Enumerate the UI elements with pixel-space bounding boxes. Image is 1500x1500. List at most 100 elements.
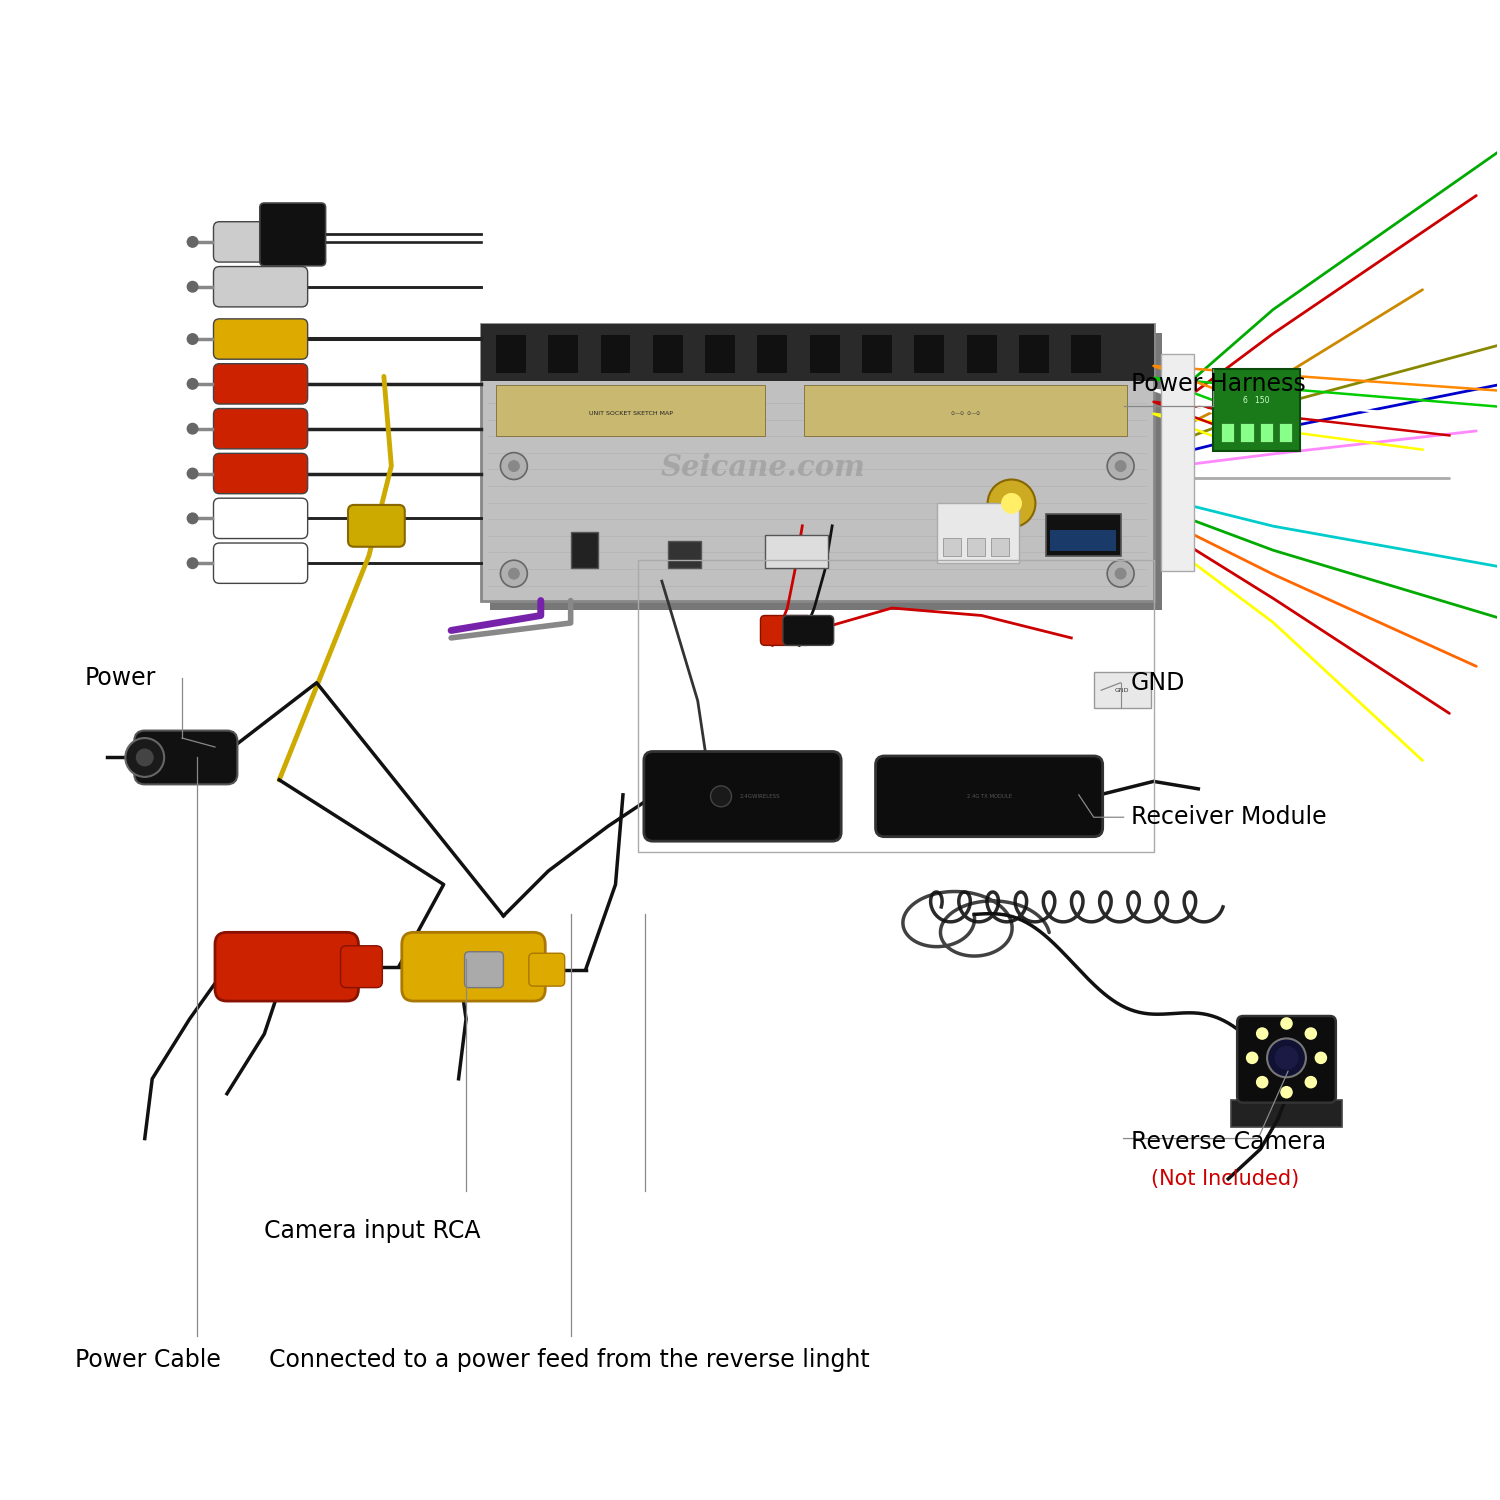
Text: GND: GND	[1114, 687, 1130, 693]
FancyBboxPatch shape	[213, 363, 308, 404]
Bar	[1046, 514, 1120, 555]
Text: Connected to a power feed from the reverse linght: Connected to a power feed from the rever…	[268, 1347, 870, 1371]
Bar	[1094, 672, 1150, 708]
Bar	[1232, 1100, 1342, 1126]
Bar	[1050, 531, 1116, 550]
Circle shape	[186, 556, 198, 568]
FancyBboxPatch shape	[340, 946, 382, 987]
Bar	[1260, 423, 1274, 442]
Bar	[600, 334, 630, 374]
Bar	[990, 538, 1008, 555]
Text: Power Harness: Power Harness	[1131, 372, 1306, 396]
Circle shape	[1280, 1086, 1293, 1098]
Text: Reverse Camera: Reverse Camera	[1131, 1130, 1326, 1154]
Circle shape	[1314, 1052, 1328, 1064]
Bar	[1240, 423, 1254, 442]
Text: 6   150: 6 150	[1244, 396, 1270, 405]
Circle shape	[711, 786, 732, 807]
FancyBboxPatch shape	[490, 333, 1162, 609]
Bar	[810, 334, 840, 374]
FancyBboxPatch shape	[260, 202, 326, 266]
Text: Camera input RCA: Camera input RCA	[264, 1220, 482, 1244]
Text: ⊙—⊙  ⊙—⊙: ⊙—⊙ ⊙—⊙	[951, 411, 980, 417]
Circle shape	[1114, 460, 1126, 472]
Bar	[862, 334, 892, 374]
Bar	[1280, 423, 1293, 442]
Circle shape	[186, 333, 198, 345]
Bar	[496, 386, 765, 436]
Bar	[1221, 423, 1234, 442]
Text: Power Cable: Power Cable	[75, 1347, 220, 1371]
Text: 2.4G TX MODULE: 2.4G TX MODULE	[966, 794, 1011, 800]
FancyBboxPatch shape	[402, 933, 546, 1000]
FancyBboxPatch shape	[214, 933, 358, 1000]
Bar	[915, 334, 945, 374]
Text: Seicane.com: Seicane.com	[662, 453, 866, 483]
Bar	[966, 334, 996, 374]
Text: (Not Included): (Not Included)	[1150, 1168, 1299, 1190]
Circle shape	[186, 236, 198, 248]
Circle shape	[501, 560, 528, 586]
Circle shape	[186, 378, 198, 390]
Text: 2.4GWIRELESS: 2.4GWIRELESS	[740, 794, 782, 800]
FancyBboxPatch shape	[348, 506, 405, 548]
Circle shape	[126, 738, 164, 777]
Circle shape	[1268, 1038, 1306, 1077]
Bar	[944, 538, 960, 555]
Bar	[652, 334, 682, 374]
Bar	[1161, 354, 1194, 570]
FancyBboxPatch shape	[213, 408, 308, 448]
Circle shape	[136, 748, 153, 766]
Circle shape	[1305, 1076, 1317, 1089]
FancyBboxPatch shape	[760, 615, 812, 645]
Circle shape	[186, 423, 198, 435]
Bar	[938, 504, 1019, 562]
Circle shape	[186, 280, 198, 292]
Bar	[765, 536, 828, 567]
FancyBboxPatch shape	[482, 324, 1154, 600]
Circle shape	[509, 460, 520, 472]
FancyBboxPatch shape	[783, 615, 834, 645]
Circle shape	[1114, 567, 1126, 579]
FancyBboxPatch shape	[213, 222, 308, 262]
Text: GND: GND	[1131, 670, 1185, 694]
Bar	[705, 334, 735, 374]
FancyBboxPatch shape	[213, 543, 308, 584]
Bar	[1071, 334, 1101, 374]
Circle shape	[186, 513, 198, 525]
Bar	[966, 538, 984, 555]
Bar	[549, 334, 578, 374]
Circle shape	[1305, 1028, 1317, 1039]
Circle shape	[1107, 453, 1134, 480]
Circle shape	[1246, 1052, 1258, 1064]
Circle shape	[1280, 1017, 1293, 1031]
Circle shape	[1107, 560, 1134, 586]
FancyBboxPatch shape	[135, 730, 237, 784]
Bar	[638, 560, 1154, 852]
Bar	[758, 334, 788, 374]
FancyBboxPatch shape	[213, 267, 308, 308]
Bar	[804, 386, 1126, 436]
FancyBboxPatch shape	[1238, 1016, 1336, 1102]
FancyBboxPatch shape	[465, 951, 504, 987]
Bar	[668, 542, 700, 567]
Circle shape	[501, 453, 528, 480]
Circle shape	[1256, 1028, 1269, 1039]
Circle shape	[186, 468, 198, 480]
FancyBboxPatch shape	[530, 952, 564, 986]
FancyBboxPatch shape	[876, 756, 1102, 837]
Bar	[1019, 334, 1048, 374]
Text: UNIT SOCKET SKETCH MAP: UNIT SOCKET SKETCH MAP	[588, 411, 672, 417]
Bar	[496, 334, 526, 374]
Circle shape	[1275, 1046, 1299, 1070]
Circle shape	[987, 480, 1035, 528]
FancyBboxPatch shape	[213, 320, 308, 358]
Circle shape	[509, 567, 520, 579]
Text: Receiver Module: Receiver Module	[1131, 806, 1326, 830]
Circle shape	[1000, 494, 1022, 514]
Text: Power: Power	[86, 666, 156, 690]
FancyBboxPatch shape	[213, 498, 308, 538]
Bar	[570, 532, 597, 567]
Bar	[482, 324, 1154, 381]
FancyBboxPatch shape	[644, 752, 842, 842]
